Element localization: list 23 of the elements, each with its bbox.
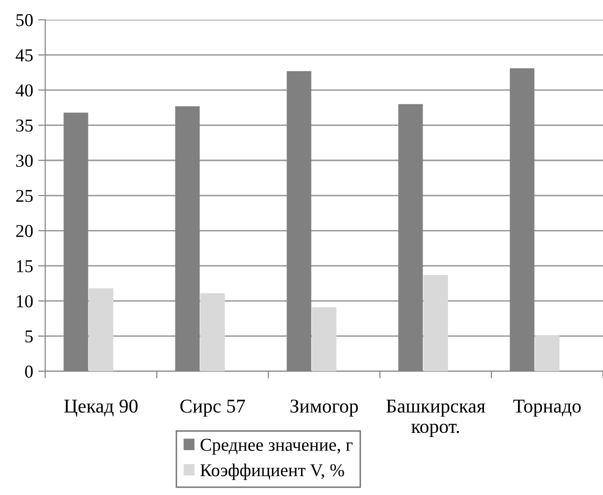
y-tick-label: 25 [16, 190, 33, 202]
x-tick-label: Башкирская корот. [386, 400, 486, 437]
bar [200, 293, 225, 372]
y-tick-label: 35 [16, 120, 33, 132]
bar [88, 288, 114, 372]
x-tick-label: Цекад 90 [64, 400, 138, 417]
bar [312, 307, 336, 372]
legend-label: Коэффициент V, % [200, 464, 344, 480]
y-tick-label: 15 [16, 260, 33, 272]
x-tick-label: Сирс 57 [180, 400, 246, 417]
y-tick-label: 5 [25, 330, 33, 343]
bar [534, 335, 560, 372]
y-tick-label: 20 [16, 224, 33, 238]
y-tick-label: 0 [25, 366, 33, 378]
y-tick-label: 10 [16, 295, 33, 308]
y-tick-label: 50 [16, 14, 33, 26]
x-tick-label: Торнадо [513, 400, 581, 417]
y-tick-label: 45 [16, 49, 33, 62]
bar [423, 274, 448, 372]
y-tick-label: 30 [16, 154, 33, 167]
y-tick-label: 40 [16, 84, 33, 97]
x-tick-label: Зимогор [290, 400, 358, 417]
legend-label: Среднее значение, г [200, 438, 353, 455]
